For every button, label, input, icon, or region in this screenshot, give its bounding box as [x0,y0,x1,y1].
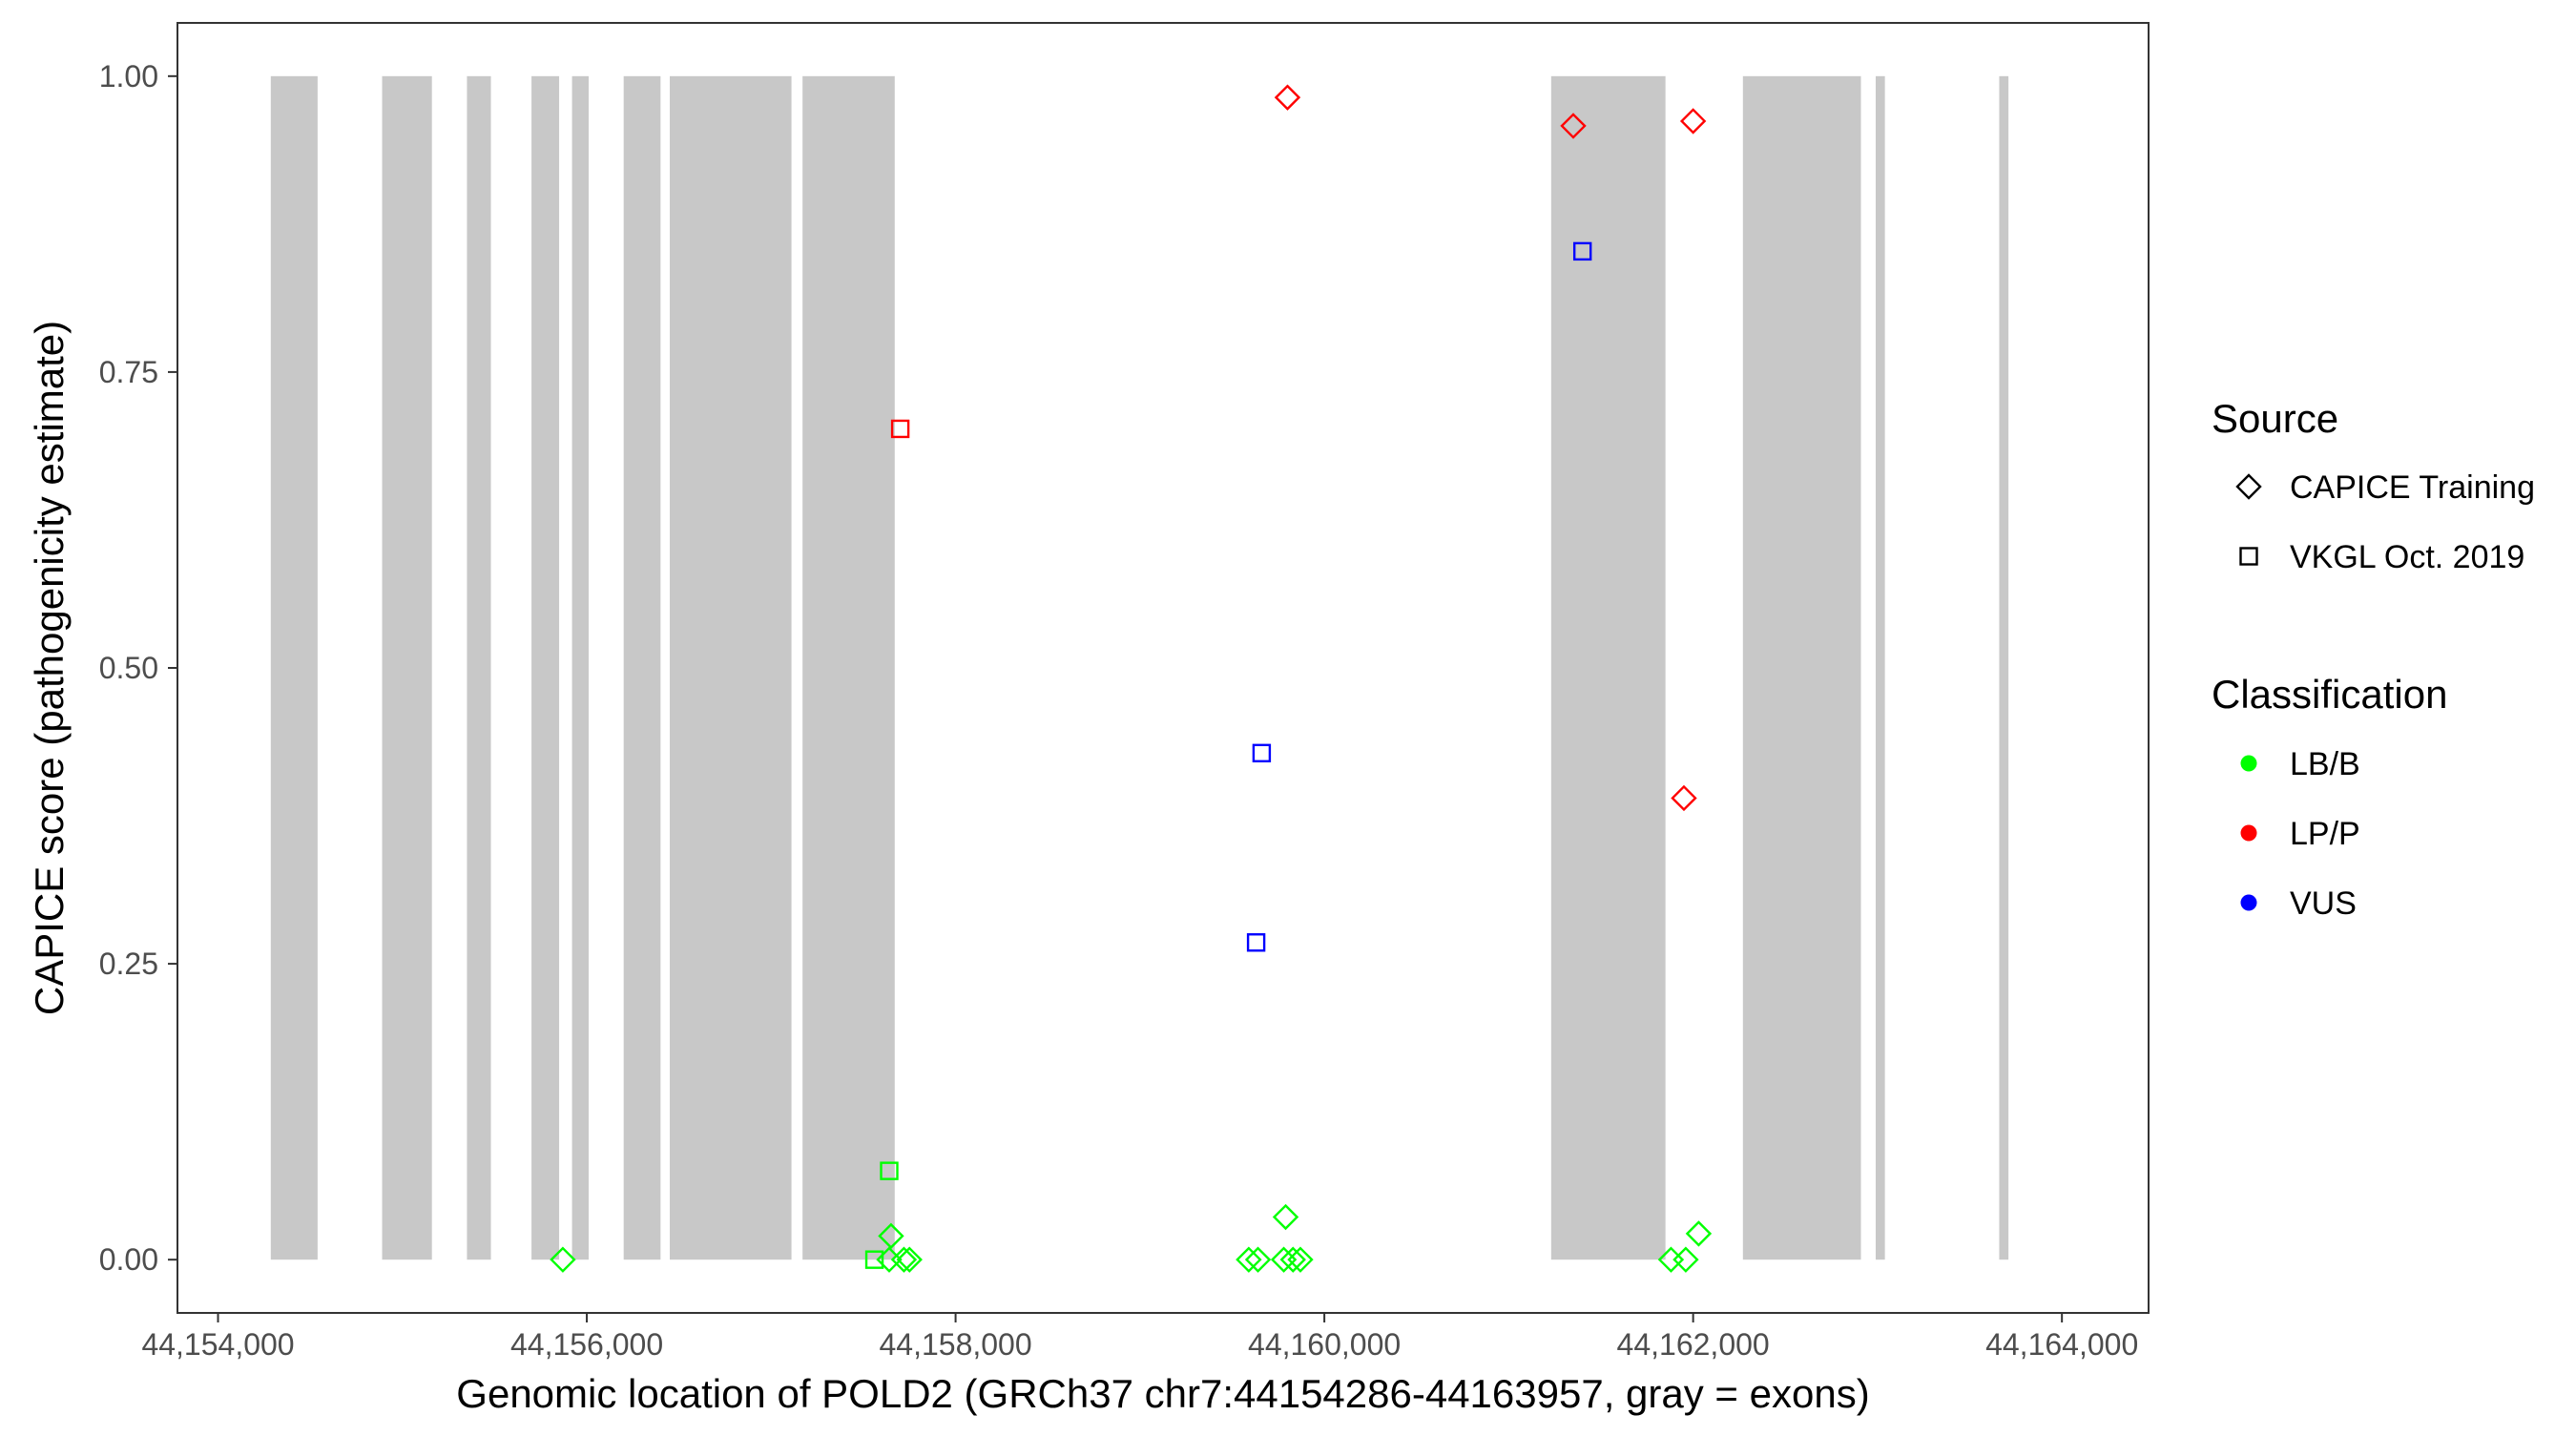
exon-band [531,75,560,1260]
x-tick-label: 44,164,000 [1985,1327,2138,1362]
legend-key [2240,824,2257,842]
data-point [1252,743,1272,763]
data-point [1246,933,1266,952]
exon-band [382,75,432,1260]
data-point [1671,784,1697,812]
legend-label: VKGL Oct. 2019 [2290,539,2524,575]
exon-band [270,75,318,1260]
data-point [880,1161,899,1180]
exon-band [1742,75,1861,1260]
legend-classification: Classification LB/B LP/P VUS [2212,672,2447,922]
data-point [1685,1220,1713,1247]
exon-band [1550,75,1666,1260]
legend-source: Source CAPICE Training VKGL Oct. 2019 [2212,396,2535,575]
x-tick-label: 44,156,000 [510,1327,663,1362]
y-tick-label: 1.00 [99,59,158,94]
legend: Source CAPICE Training VKGL Oct. 2019 Class… [2212,396,2535,922]
data-point [1244,1246,1272,1273]
data-point [1236,1246,1262,1273]
legend-label: LB/B [2290,746,2360,782]
y-tick-label: 0.75 [99,355,158,389]
y-tick-label: 0.25 [99,947,158,981]
exon-band [623,75,661,1260]
data-point-layer [550,84,1713,1273]
legend-key [2239,547,2258,566]
data-point [1560,113,1587,139]
x-tick-label: 44,160,000 [1248,1327,1401,1362]
exon-band [802,75,895,1260]
data-point [1287,1246,1314,1273]
x-tick-label: 44,154,000 [141,1327,294,1362]
x-axis: 44,154,000 44,156,000 44,158,000 44,160,000… [141,1313,2138,1362]
legend-key [2240,894,2257,911]
legend-key [2235,473,2262,500]
data-point [1274,84,1301,111]
y-tick-label: 0.50 [99,651,158,685]
data-point [890,1246,918,1273]
data-point [864,1250,884,1269]
exon-band [1875,75,1885,1260]
legend-title: Source [2212,396,2338,441]
data-point [550,1246,576,1273]
exon-band-layer [270,75,2009,1260]
data-point [1672,1246,1699,1273]
data-point [896,1246,923,1273]
x-tick-label: 44,158,000 [879,1327,1031,1362]
x-tick-label: 44,162,000 [1617,1327,1770,1362]
exon-band [670,75,792,1260]
y-axis: 0.00 0.25 0.50 0.75 1.00 [99,59,177,1277]
exon-band [1999,75,2009,1260]
data-point [1572,241,1592,261]
data-point [878,1222,904,1250]
x-axis-title: Genomic location of POLD2 (GRCh37 chr7:4… [456,1371,1869,1416]
data-point [1679,108,1707,135]
y-tick-label: 0.00 [99,1242,158,1277]
legend-label: VUS [2290,885,2357,922]
legend-label: LP/P [2290,816,2360,852]
exon-band [467,75,491,1260]
data-point [890,419,910,439]
y-axis-title: CAPICE score (pathogenicity estimate) [27,321,72,1015]
legend-title: Classification [2212,672,2447,717]
exon-band [571,75,589,1260]
data-point [1279,1246,1306,1273]
legend-label: CAPICE Training [2290,469,2535,506]
legend-key [2240,755,2257,772]
data-point [1272,1203,1299,1231]
